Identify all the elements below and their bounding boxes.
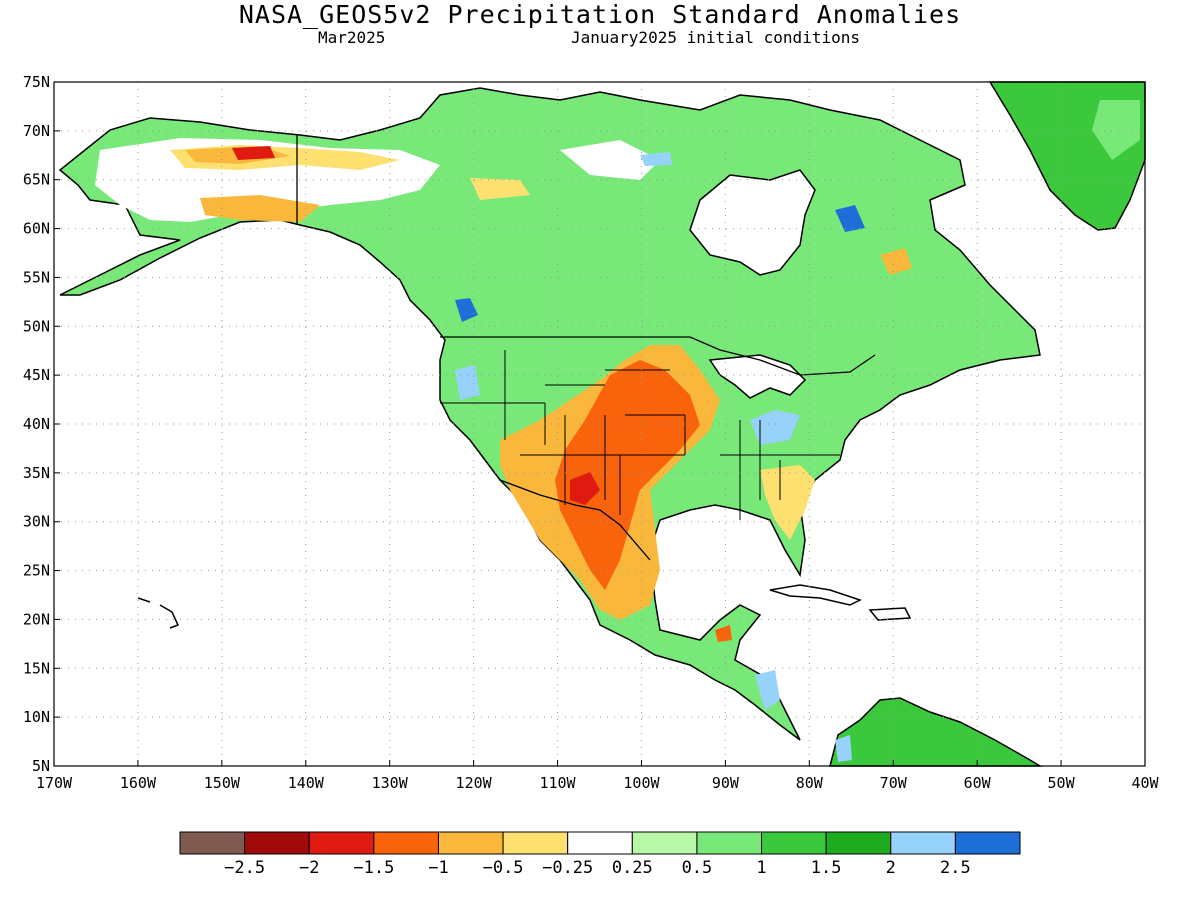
colorbar-label: 1.5 [811,858,842,878]
great-lakes [708,354,807,399]
colorbar-swatch [179,831,246,855]
washington-wet [455,365,480,400]
longitude-tick-label: 120W [456,774,493,792]
longitude-tick-label: 100W [623,774,660,792]
map-plot-area [53,81,1146,767]
hawaii-islands [137,597,180,629]
longitude-tick-label: 130W [372,774,409,792]
colorbar-label: −0.5 [483,858,524,878]
us-mexico-border [499,479,651,561]
longitude-axis: 170W 160W 150W 140W 130W 120W 110W 100W 90W 80W 70… [36,760,1160,792]
yucatan-dry [715,625,732,642]
latitude-tick-label: 75N [23,73,50,91]
latitude-axis: 75N 70N 65N 60N 55N 50N 45N 40N 35N 30N 25N 20N 15N 1… [23,73,60,775]
colorbar-label: 2 [886,858,896,878]
hispaniola-island [868,607,912,621]
colorbar-swatch [502,831,569,855]
bc-wet-spot [455,298,478,322]
colorbar-swatch [954,831,1021,855]
colorbar [179,831,1021,855]
colorbar-label: 1 [756,858,766,878]
baffin-wet-spot [640,152,672,166]
latitude-tick-label: 40N [23,415,50,433]
colorbar-label: 2.5 [940,858,971,878]
central-america-wet [755,670,780,710]
longitude-tick-label: 80W [796,774,824,792]
colorbar-swatch [825,831,892,855]
colorbar-label: −0.25 [542,858,593,878]
quebec-wet-spot [835,205,865,232]
longitude-tick-label: 90W [712,774,740,792]
latitude-tick-label: 70N [23,122,50,140]
colorbar-swatch [308,831,375,855]
latitude-tick-label: 15N [23,659,50,677]
colorbar-swatch [244,831,310,855]
latitude-tick-label: 45N [23,366,50,384]
ohio-valley-wet [750,410,800,445]
us-southeast-dry [760,465,815,540]
colorbar-swatch [696,831,763,855]
longitude-tick-label: 50W [1048,774,1076,792]
latitude-tick-label: 20N [23,610,50,628]
longitude-tick-label: 70W [880,774,908,792]
colorbar-label: −1.5 [353,858,394,878]
colorbar-label: −2 [299,858,319,878]
month-label: Mar2025 [318,28,386,47]
hudson-north-white [560,140,660,180]
colorbar-label: 0.25 [612,858,653,878]
colorbar-labels: −2.5 −2 −1.5 −1 −0.5 −0.25 0.25 0.5 1 1.5 2 2.5 [224,858,971,878]
latitude-tick-label: 10N [23,708,50,726]
longitude-tick-label: 60W [964,774,992,792]
yukon-dry [470,178,530,200]
colorbar-swatch [373,831,439,855]
hudson-bay [689,169,816,276]
cuba-island [769,584,862,606]
colorbar-swatch [761,831,827,855]
alaska-strong-dry [232,146,275,160]
longitude-tick-label: 110W [539,774,576,792]
colorbar-swatch [437,831,504,855]
longitude-tick-label: 150W [204,774,241,792]
us-southwest-strong-dry [570,472,600,505]
latitude-tick-label: 25N [23,562,50,580]
latitude-tick-label: 35N [23,464,50,482]
longitude-tick-label: 170W [36,774,73,792]
latitude-tick-label: 50N [23,317,50,335]
latitude-tick-label: 5N [32,757,50,775]
initial-conditions-label: January2025 initial conditions [571,28,860,47]
colorbar-swatch [890,831,956,855]
map-title: NASA_GEOS5v2 Precipitation Standard Anom… [238,0,962,29]
colorbar-swatch [631,831,698,855]
latitude-tick-label: 30N [23,513,50,531]
longitude-tick-label: 140W [288,774,325,792]
colorbar-label: −1 [428,858,448,878]
latitude-tick-label: 60N [23,220,50,238]
us-plains-dry-core [555,360,700,590]
alaska-south-dry [200,195,320,222]
greenland-light-anomaly [1092,100,1140,160]
longitude-tick-label: 40W [1131,774,1159,792]
longitude-tick-label: 160W [120,774,157,792]
latitude-tick-label: 65N [23,171,50,189]
latitude-tick-label: 55N [23,268,50,286]
colorbar-swatch [567,831,633,855]
colorbar-label: 0.5 [682,858,713,878]
colorbar-label: −2.5 [224,858,265,878]
colombia-wet-spot [835,735,852,762]
south-america-landmass [829,697,1043,767]
labrador-dry-spot [880,248,912,275]
us-canada-border [440,336,876,376]
